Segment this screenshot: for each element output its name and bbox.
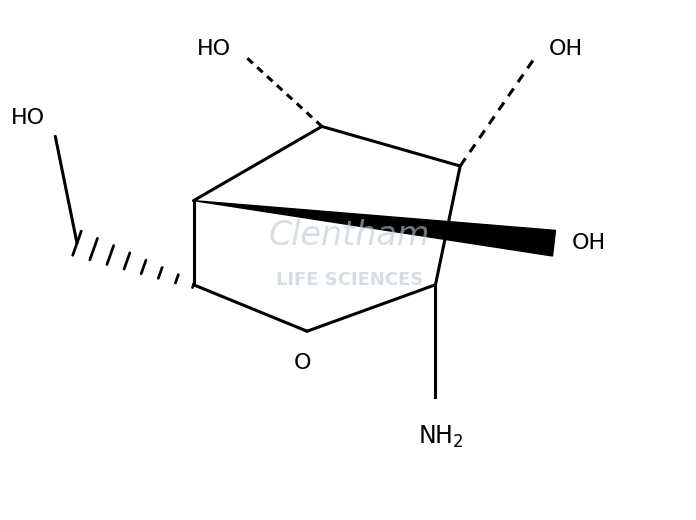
Text: Clentham: Clentham (269, 219, 430, 252)
Polygon shape (193, 201, 555, 256)
Text: OH: OH (571, 233, 606, 253)
Text: HO: HO (11, 109, 45, 128)
Text: OH: OH (549, 40, 583, 59)
Text: O: O (294, 353, 311, 373)
Text: NH$_2$: NH$_2$ (418, 424, 464, 450)
Text: LIFE SCIENCES: LIFE SCIENCES (276, 271, 423, 289)
Text: HO: HO (197, 40, 231, 59)
